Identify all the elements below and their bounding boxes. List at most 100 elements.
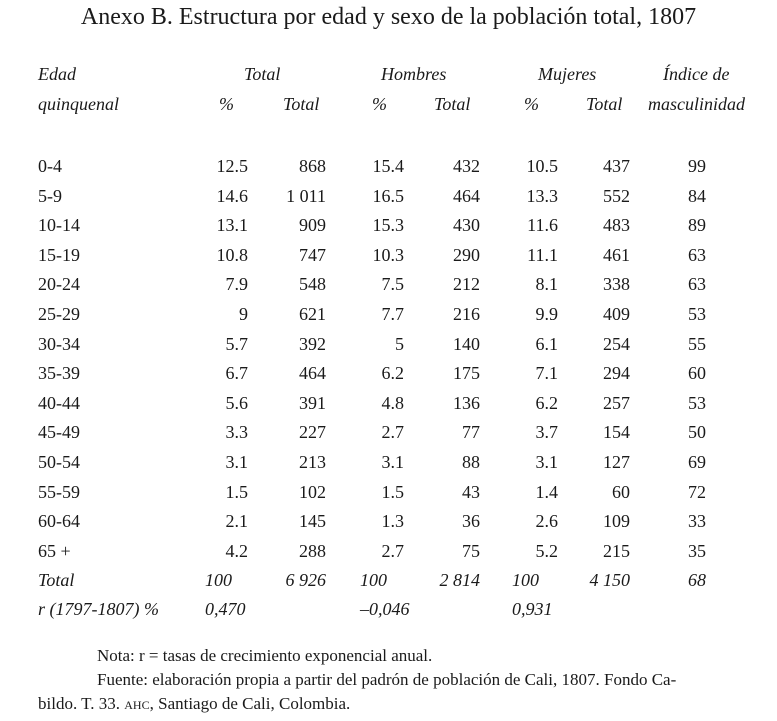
cell: 461: [603, 244, 630, 265]
cell: 50: [688, 422, 706, 443]
cell: 4.8: [381, 392, 405, 413]
cell: 9: [239, 304, 248, 324]
header-total-pct: %: [219, 94, 234, 114]
header-mujeres-pct: %: [524, 94, 539, 114]
cell: 13.1: [216, 215, 249, 236]
cell: 100: [360, 570, 387, 590]
cell: 15.3: [372, 215, 405, 236]
table-row: 10-14 13.1 909 15.3 430 11.6 483 89: [0, 215, 777, 244]
cell: 53: [688, 304, 706, 324]
cell: 288: [299, 540, 326, 561]
cell: 100: [512, 570, 539, 590]
cell: 15.4: [372, 156, 405, 176]
cell: 175: [453, 363, 480, 384]
cell: 8.1: [535, 274, 559, 295]
cell: 2.1: [225, 511, 249, 532]
age-group-cell: 20-24: [38, 274, 80, 295]
age-group-cell: 35-39: [38, 363, 80, 384]
table-row: 55-59 1.5 102 1.5 43 1.4 60 72: [0, 482, 777, 511]
cell: 9.9: [535, 304, 559, 324]
age-group-cell: 15-19: [38, 244, 80, 265]
cell: 254: [603, 333, 630, 354]
cell: 437: [603, 156, 630, 176]
cell: 1.5: [381, 481, 405, 502]
age-group-cell: 60-64: [38, 511, 80, 532]
header-mujeres: Mujeres: [538, 64, 597, 84]
cell: 338: [603, 274, 630, 295]
cell: 464: [299, 363, 326, 384]
cell: 6 926: [285, 570, 327, 590]
cell: 216: [453, 304, 480, 324]
cell: 100: [205, 570, 232, 590]
cell: 212: [453, 274, 480, 295]
cell: 136: [453, 392, 480, 413]
source-line-1: Fuente: elaboración propia a partir del …: [97, 670, 677, 689]
cell: 5: [395, 333, 404, 354]
header-hombres-total: Total: [434, 94, 471, 114]
cell: 1.5: [225, 481, 249, 502]
header-mujeres-total: Total: [586, 94, 623, 114]
age-group-cell: 45-49: [38, 422, 80, 443]
cell: 10.5: [526, 156, 559, 176]
cell: 1.4: [535, 481, 559, 502]
cell: 69: [688, 452, 706, 472]
table-row: 20-24 7.9 548 7.5 212 8.1 338 63: [0, 274, 777, 303]
cell: 63: [688, 244, 706, 265]
cell: 36: [462, 511, 480, 532]
cell: 0,931: [512, 599, 553, 619]
growth-rate-row: r (1797-1807) % 0,470 –0,046 0,931: [0, 599, 777, 628]
cell: 68: [688, 570, 706, 590]
cell: 4.2: [225, 540, 249, 561]
cell: 77: [462, 422, 480, 443]
cell: 5.7: [225, 333, 249, 354]
cell: 430: [453, 215, 480, 236]
header-hombres: Hombres: [381, 64, 447, 84]
cell: Total: [38, 570, 75, 590]
cell: 7.1: [535, 363, 559, 384]
cell: 72: [688, 481, 706, 502]
header-total: Total: [244, 64, 281, 84]
cell: 432: [453, 156, 480, 176]
cell: 7.9: [225, 274, 249, 295]
cell: 6.1: [535, 333, 559, 354]
cell: 290: [453, 244, 480, 265]
cell: 7.5: [381, 274, 405, 295]
cell: 102: [299, 481, 326, 502]
cell: 3.7: [535, 422, 559, 443]
cell: r (1797-1807) %: [38, 599, 159, 619]
table-row: 35-39 6.7 464 6.2 175 7.1 294 60: [0, 363, 777, 392]
cell: 14.6: [216, 185, 249, 206]
cell: 2 814: [439, 570, 481, 590]
age-group-cell: 30-34: [38, 333, 80, 354]
cell: 294: [603, 363, 630, 384]
cell: 215: [603, 540, 630, 561]
age-group-cell: 50-54: [38, 452, 80, 472]
cell: 1 011: [286, 185, 326, 206]
table-row: 30-34 5.7 392 5 140 6.1 254 55: [0, 334, 777, 363]
age-group-cell: 55-59: [38, 481, 80, 502]
source-line-2: bildo. T. 33. AHC, Santiago de Cali, Col…: [38, 694, 351, 713]
cell: 145: [299, 511, 326, 532]
header-edad: Edad: [38, 64, 76, 84]
cell: 3.1: [225, 452, 249, 472]
cell: 4 150: [589, 570, 631, 590]
cell: 621: [299, 304, 326, 324]
cell: 7.7: [381, 304, 405, 324]
cell: 464: [453, 185, 480, 206]
header-indice: Índice de: [663, 64, 730, 84]
table-row: 60-64 2.1 145 1.3 36 2.6 109 33: [0, 511, 777, 540]
cell: 3.1: [535, 452, 559, 472]
cell: 227: [299, 422, 326, 443]
cell: 43: [462, 481, 480, 502]
age-group-cell: 5-9: [38, 185, 62, 206]
age-group-cell: 10-14: [38, 215, 80, 236]
cell: 2.6: [535, 511, 559, 532]
cell: 5.6: [225, 392, 249, 413]
header-total-total: Total: [283, 94, 320, 114]
cell: 13.3: [526, 185, 559, 206]
age-group-cell: 0-4: [38, 156, 62, 176]
age-group-cell: 25-29: [38, 304, 80, 324]
table-row: 45-49 3.3 227 2.7 77 3.7 154 50: [0, 422, 777, 451]
header-quinquenal: quinquenal: [38, 94, 119, 114]
cell: 60: [688, 363, 706, 384]
